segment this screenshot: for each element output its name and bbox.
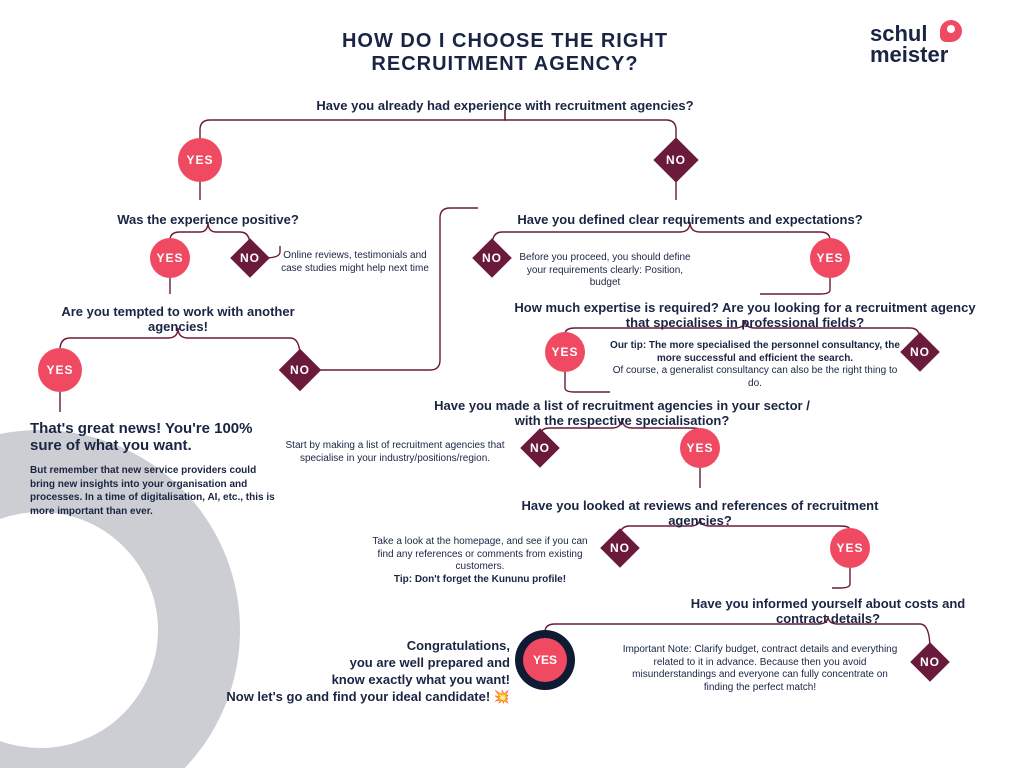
result-title: That's great news! You're 100% sure of w… (30, 420, 280, 454)
tip-t7-plain: Take a look at the homepage, and see if … (372, 536, 587, 572)
badge-no-q1_no: NO (653, 137, 698, 182)
title-line1: HOW DO I CHOOSE THE RIGHT (245, 30, 765, 53)
badge-yes-q5_yes: YES (545, 332, 585, 372)
badge-no-q2_no: NO (230, 238, 270, 278)
logo-accent-hole (947, 25, 955, 33)
congrats-line1: Congratulations, (190, 638, 510, 655)
badge-no-q8_no: NO (910, 642, 950, 682)
congrats-line3: know exactly what you want! (190, 672, 510, 689)
badge-no-q7_no: NO (600, 528, 640, 568)
question-q8: Have you informed yourself about costs a… (678, 596, 978, 626)
badge-no-label-q7_no: NO (610, 541, 630, 555)
question-q7: Have you looked at reviews and reference… (520, 498, 880, 528)
badge-no-label-q5_no: NO (910, 345, 930, 359)
badge-no-q3_no: NO (279, 349, 321, 391)
badge-no-label-q6_no: NO (530, 441, 550, 455)
badge-no-label-q8_no: NO (920, 655, 940, 669)
badge-final-ring: YES (515, 630, 575, 690)
tip-t7-bold: Tip: Don't forget the Kununu profile! (394, 574, 566, 585)
result-body: But remember that new service providers … (30, 464, 280, 518)
tip-t8: Important Note: Clarify budget, contract… (620, 644, 900, 694)
title-line2: RECRUITMENT AGENCY? (245, 53, 765, 76)
question-q6: Have you made a list of recruitment agen… (422, 398, 822, 428)
badge-yes-q4_yes: YES (810, 238, 850, 278)
tip-t6: Start by making a list of recruitment ag… (283, 440, 508, 465)
badge-no-label-q2_no: NO (240, 251, 260, 265)
result-block: That's great news! You're 100% sure of w… (30, 420, 280, 518)
badge-no-q4_no: NO (472, 238, 512, 278)
tip-t5: Our tip: The more specialised the person… (608, 340, 903, 390)
badge-no-q6_no: NO (520, 428, 560, 468)
question-q1: Have you already had experience with rec… (245, 98, 765, 113)
badge-yes-q2_yes: YES (150, 238, 190, 278)
badge-no-label-q1_no: NO (666, 153, 686, 167)
badge-yes-q1_yes: YES (178, 138, 222, 182)
tip-t5-bold: Our tip: The more specialised the person… (610, 340, 900, 364)
badge-no-label-q4_no: NO (482, 251, 502, 265)
tip-t7: Take a look at the homepage, and see if … (365, 536, 595, 586)
question-q2: Was the experience positive? (88, 212, 328, 227)
logo-line2: meister (870, 45, 948, 66)
congrats-line2: you are well prepared and (190, 655, 510, 672)
tip-t5-plain: Of course, a generalist consultancy can … (613, 365, 898, 389)
badge-yes-q3_yes: YES (38, 348, 82, 392)
tip-t4: Before you proceed, you should define yo… (515, 252, 695, 290)
logo-accent-icon (940, 20, 962, 42)
congrats-line4: Now let's go and find your ideal candida… (190, 689, 510, 706)
congrats-block: Congratulations,you are well prepared an… (190, 638, 510, 706)
question-q3: Are you tempted to work with another age… (48, 304, 308, 334)
badge-no-q5_no: NO (900, 332, 940, 372)
question-q4: Have you defined clear requirements and … (480, 212, 900, 227)
tip-t2: Online reviews, testimonials and case st… (280, 250, 430, 275)
badge-final-inner: YES (523, 638, 567, 682)
logo: schulmeister (870, 24, 948, 67)
badge-yes-q6_yes: YES (680, 428, 720, 468)
question-q5: How much expertise is required? Are you … (510, 300, 980, 330)
badge-no-label-q3_no: NO (290, 363, 310, 377)
badge-yes-q7_yes: YES (830, 528, 870, 568)
page-title: HOW DO I CHOOSE THE RIGHTRECRUITMENT AGE… (245, 30, 765, 76)
